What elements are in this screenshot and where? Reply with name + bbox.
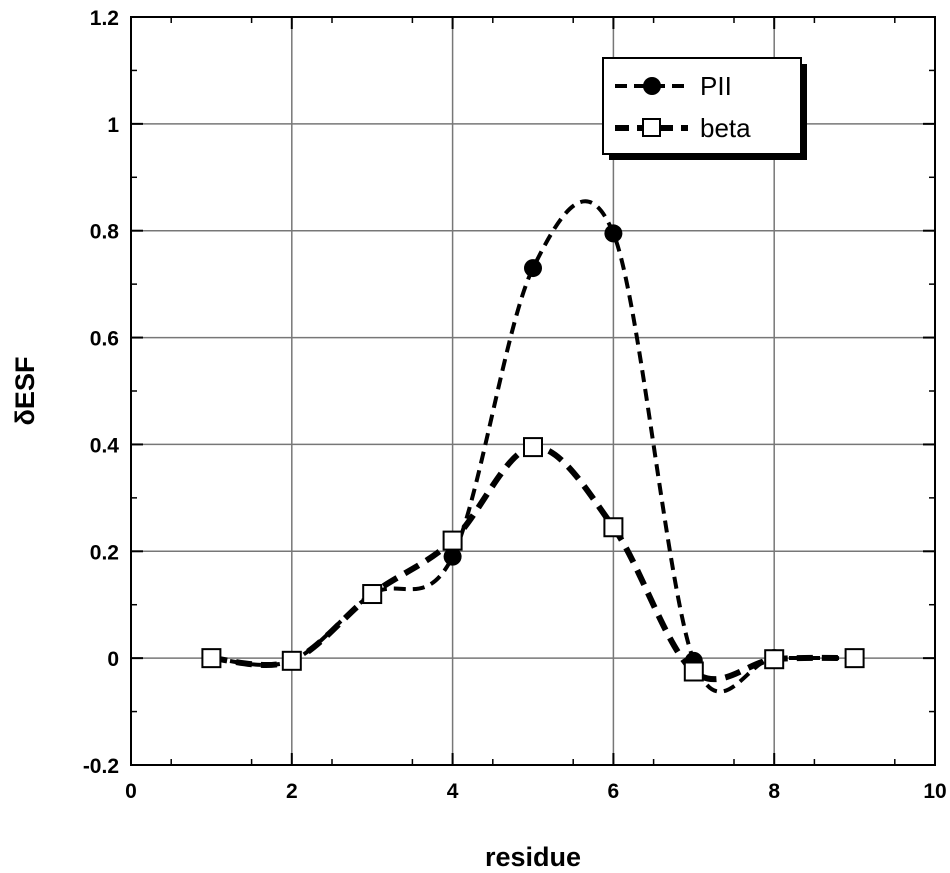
x-axis-label: residue <box>485 842 581 872</box>
ticks <box>130 16 936 766</box>
legend-marker-beta <box>642 118 661 137</box>
y-tick-label: 0.2 <box>90 541 119 564</box>
y-tick-label: 0.8 <box>90 221 120 244</box>
data-point-pii <box>604 224 623 243</box>
y-tick-label: 1.2 <box>90 7 119 30</box>
y-tick-label: 0.6 <box>90 328 119 351</box>
x-tick-label: 8 <box>768 780 780 803</box>
data-point-beta <box>201 648 222 669</box>
x-tick-label: 6 <box>608 780 620 803</box>
data-point-beta <box>683 661 704 682</box>
tick-labels: 0 2 4 6 8 10 -0.2 0 0.2 0.4 0.6 0.8 1 1.2 <box>83 7 947 803</box>
data-point-pii <box>524 259 542 278</box>
y-tick-label: 0.4 <box>90 434 120 457</box>
y-tick-label: 0 <box>107 648 119 671</box>
data-point-beta <box>764 649 785 670</box>
y-tick-label: -0.2 <box>83 755 119 778</box>
data-point-beta <box>844 648 865 669</box>
legend: PII beta <box>602 57 807 160</box>
data-point-beta <box>603 517 624 538</box>
series-markers <box>201 224 865 682</box>
data-point-beta <box>442 530 463 551</box>
legend-label-beta: beta <box>700 113 751 143</box>
grid <box>131 17 935 765</box>
x-tick-label: 0 <box>125 780 137 803</box>
legend-label-pii: PII <box>700 71 732 101</box>
x-tick-label: 2 <box>286 780 298 803</box>
series-line-beta <box>211 444 855 683</box>
data-point-beta <box>523 437 543 458</box>
y-axis-label: δESF <box>10 357 40 426</box>
x-tick-label: 10 <box>923 780 946 803</box>
data-point-pii <box>443 547 462 566</box>
y-tick-label: 1 <box>107 114 119 137</box>
plot-frame <box>130 16 936 766</box>
x-tick-label: 4 <box>447 780 459 803</box>
data-point-beta <box>281 650 302 671</box>
data-point-beta <box>362 584 383 605</box>
legend-marker-pii <box>643 77 661 95</box>
legend-box <box>602 57 802 155</box>
